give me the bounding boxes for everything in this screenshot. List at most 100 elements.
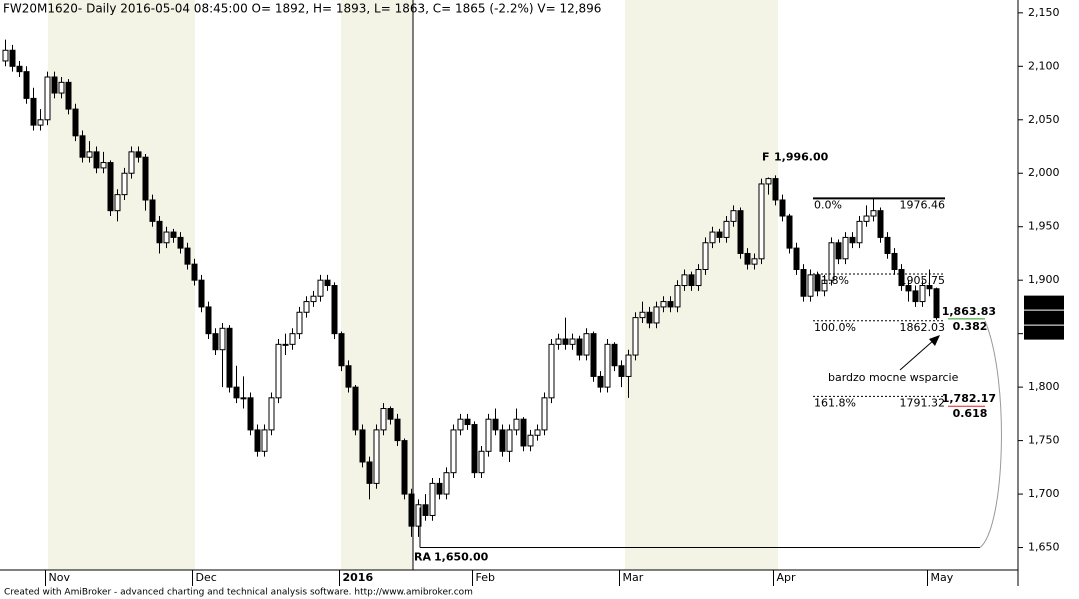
candle-body: [394, 418, 401, 442]
candle-body: [513, 418, 520, 431]
candle-body: [478, 450, 485, 474]
y-tick-label: 2,050: [1028, 113, 1060, 126]
candle-body: [121, 172, 128, 196]
fib-percent: 61.8%: [814, 274, 849, 287]
candle-body: [632, 317, 639, 356]
candle-body: [758, 183, 765, 260]
candle-body: [828, 242, 835, 281]
candle-body: [646, 311, 653, 324]
candle-body: [233, 386, 240, 399]
note: bardzo mocne wsparcie: [828, 371, 959, 384]
candle-body: [23, 71, 30, 99]
candle-body: [772, 178, 779, 201]
candle-body: [856, 220, 863, 244]
candle-body: [37, 119, 44, 126]
x-tick-label: Mar: [623, 571, 644, 584]
candle-body: [576, 338, 583, 356]
retracement-arc: [979, 320, 1002, 548]
candle-body: [842, 236, 849, 260]
candle-body: [30, 97, 37, 126]
candle-body: [520, 418, 527, 447]
candle-body: [268, 397, 275, 431]
candle-body: [135, 151, 142, 158]
x-tick-label: May: [931, 571, 954, 584]
candle-body: [422, 504, 429, 516]
candle-body: [198, 279, 205, 308]
candle-body: [695, 268, 702, 287]
note-arrow: [899, 339, 935, 371]
candle-body: [485, 418, 492, 452]
candle-body: [401, 440, 408, 495]
chart-title: FW20M1620- Daily 2016-05-04 08:45:00 O= …: [3, 2, 601, 16]
candle-body: [107, 162, 114, 212]
candle-body: [807, 274, 814, 297]
fib-price: 1976.46: [900, 198, 946, 211]
candle-body: [184, 247, 191, 265]
y-tick-label: 2,000: [1028, 166, 1060, 179]
candle-body: [618, 365, 625, 377]
retracement-ratio: 0.382: [953, 320, 988, 333]
candle-body: [93, 151, 100, 169]
candle-body: [765, 178, 772, 185]
candle-body: [303, 301, 310, 313]
candle-body: [730, 210, 737, 222]
candle-body: [142, 156, 149, 201]
candle-body: [744, 252, 751, 265]
candle-body: [688, 274, 695, 287]
candle-body: [240, 397, 247, 400]
candle-body: [436, 482, 443, 495]
candle-body: [814, 274, 821, 292]
candle-body: [926, 285, 933, 290]
candle-body: [457, 418, 464, 431]
y-tick-label: 1,650: [1028, 541, 1060, 554]
candle-body: [324, 279, 331, 287]
candle-body: [149, 199, 156, 222]
candle-body: [919, 285, 926, 303]
y-tick-label: 1,800: [1028, 380, 1060, 393]
candle-body: [499, 429, 506, 452]
candle-body: [450, 429, 457, 474]
last-price-label: 1,865: [1030, 311, 1062, 324]
retracement-price: 1,863.83: [942, 305, 996, 318]
candle-body: [492, 418, 499, 431]
candle-body: [583, 333, 590, 356]
last-price-label: 1,865: [1030, 296, 1062, 309]
candle-body: [380, 408, 387, 431]
candle-body: [79, 135, 86, 158]
candle-body: [835, 242, 842, 260]
candle-body: [58, 81, 65, 94]
candle-body: [590, 333, 597, 377]
candle-body: [569, 338, 576, 345]
candle-body: [289, 333, 296, 345]
candle-body: [821, 279, 828, 292]
marker-price: 1,650.00: [434, 551, 489, 564]
candle-body: [65, 81, 72, 110]
fib-percent: 100.0%: [814, 321, 856, 334]
x-tick-label: Apr: [777, 571, 797, 584]
candle-body: [716, 231, 723, 238]
candle-body: [660, 301, 667, 308]
last-price-box: [1024, 325, 1064, 340]
candle-body: [639, 311, 646, 319]
candle-body: [443, 472, 450, 495]
candle-body: [51, 76, 58, 94]
last-price-box: [1024, 295, 1064, 310]
candle-body: [177, 236, 184, 249]
candle-body: [366, 461, 373, 484]
candle-body: [905, 285, 912, 292]
candle-body: [219, 327, 226, 351]
candle-body: [562, 338, 569, 345]
fib-percent: 161.8%: [814, 396, 856, 409]
candle-body: [408, 493, 415, 527]
candle-body: [338, 333, 345, 367]
candle-body: [345, 365, 352, 388]
last-price-box: [1024, 310, 1064, 325]
candle-body: [331, 285, 338, 335]
y-tick-label: 1,900: [1028, 273, 1060, 286]
retracement-ratio: 0.618: [953, 407, 988, 420]
candle-body: [156, 220, 163, 244]
retracement-price: 1,782.17: [942, 392, 996, 405]
candle-body: [737, 210, 744, 254]
candle-body: [205, 306, 212, 335]
